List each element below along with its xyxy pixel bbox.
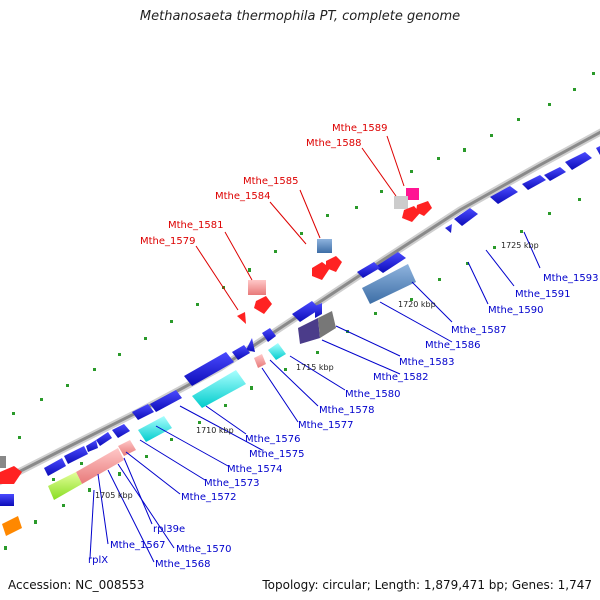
label-mthe-1581[interactable]: Mthe_1581 bbox=[168, 220, 224, 231]
label-mthe-1588[interactable]: Mthe_1588 bbox=[306, 138, 362, 149]
label-mthe-1580[interactable]: Mthe_1580 bbox=[345, 389, 401, 400]
gene-mthe-1572[interactable] bbox=[118, 440, 136, 456]
gene-red-4[interactable] bbox=[254, 296, 272, 314]
inner-tick-track bbox=[4, 198, 581, 550]
gene-cds-f[interactable] bbox=[246, 338, 255, 352]
gene-mthe-1589[interactable] bbox=[406, 188, 419, 200]
genome-summary-text: Topology: circular; Length: 1,879,471 bp… bbox=[262, 578, 592, 592]
gene-cds-h[interactable] bbox=[184, 352, 234, 386]
label-mthe-1584[interactable]: Mthe_1584 bbox=[215, 191, 271, 202]
gene-mthe-1568[interactable] bbox=[48, 472, 82, 500]
label-mthe-1589[interactable]: Mthe_1589 bbox=[332, 123, 388, 134]
label-mthe-1567[interactable]: Mthe_1567 bbox=[110, 540, 166, 551]
label-mthe-1572[interactable]: Mthe_1572 bbox=[181, 492, 237, 503]
gene-mthe-1573[interactable] bbox=[112, 424, 130, 438]
accession-text: Accession: NC_008553 bbox=[8, 578, 145, 592]
gene-cds-d[interactable] bbox=[357, 262, 380, 278]
label-mthe-1577[interactable]: Mthe_1577 bbox=[298, 420, 354, 431]
label-mthe-1582[interactable]: Mthe_1582 bbox=[373, 372, 429, 383]
gene-cds-l[interactable] bbox=[64, 446, 88, 464]
gene-left-blue[interactable] bbox=[0, 494, 14, 506]
label-mthe-1586[interactable]: Mthe_1586 bbox=[425, 340, 481, 351]
gene-left-grey[interactable] bbox=[0, 456, 6, 468]
label-mthe-1576[interactable]: Mthe_1576 bbox=[245, 434, 301, 445]
kbp-1710: 1710 kbp bbox=[196, 426, 234, 435]
gene-mthe-1586[interactable] bbox=[375, 252, 406, 273]
forward-callouts bbox=[195, 135, 405, 311]
gene-steel-block[interactable] bbox=[362, 264, 416, 304]
kbp-1705: 1705 kbp bbox=[95, 491, 133, 500]
gene-red-1[interactable] bbox=[402, 206, 420, 222]
forward-strand-features bbox=[0, 188, 432, 484]
gene-mthe-1576[interactable] bbox=[192, 370, 246, 408]
gene-mthe-1585[interactable] bbox=[317, 239, 332, 253]
label-mthe-1568[interactable]: Mthe_1568 bbox=[155, 559, 211, 570]
label-mthe-1585[interactable]: Mthe_1585 bbox=[243, 176, 299, 187]
kbp-1720: 1720 kbp bbox=[398, 300, 436, 309]
forward-labels: Mthe_1589 Mthe_1588 Mthe_1585 Mthe_1584 … bbox=[140, 123, 388, 247]
gene-rpl39e[interactable] bbox=[76, 448, 124, 484]
gene-mthe-1588[interactable] bbox=[394, 196, 408, 209]
label-mthe-1570[interactable]: Mthe_1570 bbox=[176, 544, 232, 555]
gene-cds-g[interactable] bbox=[232, 345, 250, 360]
gene-mthe-1577[interactable] bbox=[254, 354, 266, 368]
gene-mthe-1581[interactable] bbox=[248, 280, 266, 295]
gene-mthe-1575[interactable] bbox=[132, 404, 154, 420]
gene-red-3[interactable] bbox=[326, 256, 342, 272]
gene-cds-m[interactable] bbox=[44, 458, 66, 476]
gene-mthe-1580[interactable] bbox=[262, 328, 276, 342]
gene-mthe-1584[interactable] bbox=[312, 262, 330, 280]
label-mthe-1579[interactable]: Mthe_1579 bbox=[140, 236, 196, 247]
label-rplx[interactable]: rplX bbox=[88, 555, 108, 566]
label-mthe-1575[interactable]: Mthe_1575 bbox=[249, 449, 305, 460]
gene-cds-k[interactable] bbox=[86, 440, 98, 452]
gene-red-2[interactable] bbox=[416, 201, 432, 216]
gene-mthe-1574[interactable] bbox=[138, 416, 172, 442]
kbp-1715: 1715 kbp bbox=[296, 363, 334, 372]
label-mthe-1591[interactable]: Mthe_1591 bbox=[515, 289, 571, 300]
gene-mthe-1582[interactable] bbox=[298, 318, 320, 344]
label-mthe-1583[interactable]: Mthe_1583 bbox=[399, 357, 455, 368]
label-mthe-1587[interactable]: Mthe_1587 bbox=[451, 325, 507, 336]
gene-mthe-1590[interactable] bbox=[490, 186, 518, 204]
label-rpl39e[interactable]: rpl39e bbox=[153, 524, 185, 535]
gene-left-orange[interactable] bbox=[2, 516, 22, 536]
label-mthe-1573[interactable]: Mthe_1573 bbox=[204, 478, 260, 489]
gene-left-red[interactable] bbox=[0, 466, 22, 484]
gene-cds-e[interactable] bbox=[292, 301, 320, 322]
kbp-ruler: 1705 kbp 1710 kbp 1715 kbp 1720 kbp 1725… bbox=[95, 241, 539, 500]
gene-mthe-1578[interactable] bbox=[268, 343, 286, 360]
label-mthe-1593[interactable]: Mthe_1593 bbox=[543, 273, 599, 284]
gene-cds-a[interactable] bbox=[596, 146, 600, 155]
reverse-strand-features bbox=[0, 146, 600, 536]
gene-cds-c[interactable] bbox=[445, 224, 452, 233]
label-mthe-1590[interactable]: Mthe_1590 bbox=[488, 305, 544, 316]
gene-mthe-1593[interactable] bbox=[565, 152, 592, 170]
gene-cds-i[interactable] bbox=[150, 390, 182, 412]
gene-mthe-1591[interactable] bbox=[522, 175, 546, 190]
gene-mthe-1582b[interactable] bbox=[318, 311, 336, 338]
gene-cds-j[interactable] bbox=[96, 432, 112, 446]
reverse-labels: Mthe_1593 Mthe_1591 Mthe_1590 Mthe_1587 … bbox=[88, 273, 599, 570]
map-title: Methanosaeta thermophila PT, complete ge… bbox=[139, 9, 461, 24]
gene-cds-b[interactable] bbox=[544, 167, 566, 181]
kbp-1725: 1725 kbp bbox=[501, 241, 539, 250]
reverse-callouts bbox=[89, 231, 541, 563]
gene-mthe-1587[interactable] bbox=[454, 208, 478, 226]
label-mthe-1574[interactable]: Mthe_1574 bbox=[227, 464, 283, 475]
label-mthe-1578[interactable]: Mthe_1578 bbox=[319, 405, 375, 416]
gene-mthe-1579[interactable] bbox=[237, 312, 246, 324]
